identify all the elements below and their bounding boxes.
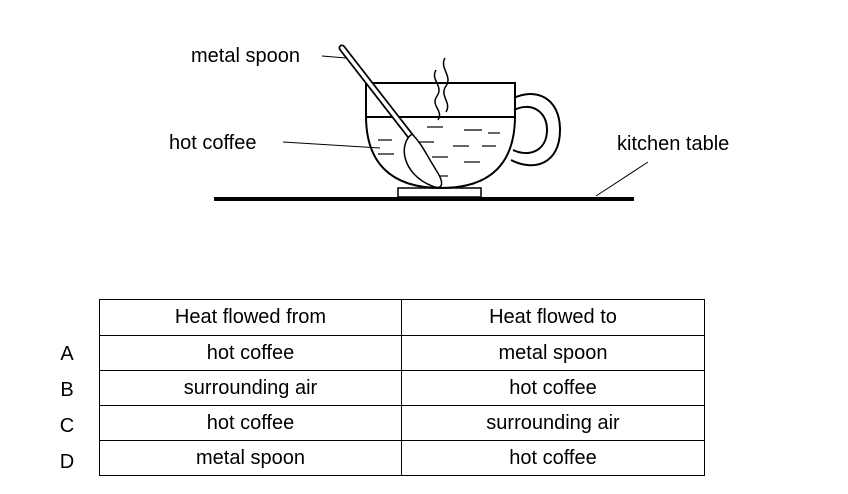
coffee-cup-diagram bbox=[214, 44, 649, 201]
cup-base bbox=[397, 187, 482, 198]
metal-spoon-icon bbox=[338, 44, 443, 189]
option-letter-d: D bbox=[59, 451, 75, 473]
cell-from: hot coffee bbox=[99, 405, 402, 441]
option-letter-b: B bbox=[60, 379, 74, 401]
answer-table: Heat flowed from Heat flowed to hot coff… bbox=[99, 299, 705, 476]
header-heat-from: Heat flowed from bbox=[99, 299, 402, 336]
cell-to: metal spoon bbox=[401, 335, 705, 371]
cup-body bbox=[365, 82, 516, 190]
cell-from: surrounding air bbox=[99, 370, 402, 406]
label-hot-coffee: hot coffee bbox=[169, 132, 257, 154]
option-letter-c: C bbox=[59, 415, 75, 437]
header-heat-to: Heat flowed to bbox=[401, 299, 705, 336]
steam-icon bbox=[433, 69, 441, 121]
spoon-leader bbox=[321, 55, 347, 59]
coffee-leader bbox=[282, 141, 381, 149]
cell-from: hot coffee bbox=[99, 335, 402, 371]
table-row: hot coffee surrounding air bbox=[99, 405, 705, 441]
table-leader bbox=[595, 161, 649, 197]
cell-to: surrounding air bbox=[401, 405, 705, 441]
cell-from: metal spoon bbox=[99, 440, 402, 476]
label-kitchen-table: kitchen table bbox=[617, 133, 730, 155]
table-row: surrounding air hot coffee bbox=[99, 370, 705, 406]
table-row: hot coffee metal spoon bbox=[99, 335, 705, 371]
label-metal-spoon: metal spoon bbox=[191, 45, 300, 67]
cell-to: hot coffee bbox=[401, 370, 705, 406]
cell-to: hot coffee bbox=[401, 440, 705, 476]
cup-handle bbox=[510, 93, 562, 167]
table-header-row: Heat flowed from Heat flowed to bbox=[99, 299, 705, 336]
option-letter-a: A bbox=[60, 343, 74, 365]
table-row: metal spoon hot coffee bbox=[99, 440, 705, 476]
